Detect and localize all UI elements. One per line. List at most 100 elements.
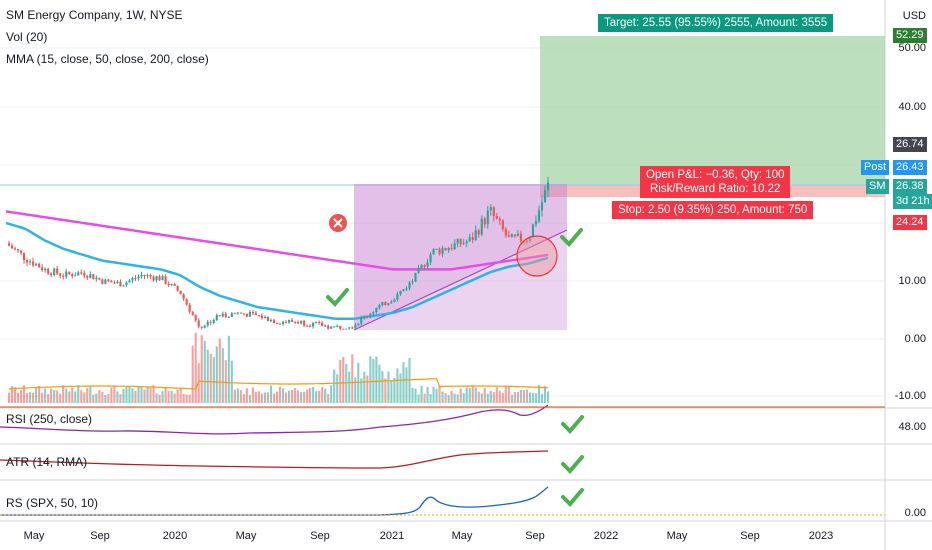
- candle: [510, 233, 513, 238]
- candle: [110, 279, 113, 283]
- highlight-circle[interactable]: [516, 235, 558, 277]
- candle: [423, 264, 426, 270]
- volume-bar: [254, 391, 257, 403]
- candle: [456, 238, 459, 248]
- candle: [245, 313, 248, 318]
- candle: [357, 322, 360, 327]
- candle: [462, 238, 465, 246]
- volume-bar: [263, 392, 267, 403]
- volume-legend[interactable]: Vol (20): [6, 30, 48, 44]
- pnl-label[interactable]: Open P&L: −0.36, Qty: 100 Risk/Reward Ra…: [640, 166, 791, 198]
- volume-bar: [444, 393, 447, 403]
- volume-bar: [399, 373, 402, 403]
- volume-bar: [393, 377, 396, 403]
- rsi-legend[interactable]: RSI (250, close): [6, 412, 93, 426]
- volume-bar: [513, 392, 516, 403]
- candle: [242, 313, 245, 316]
- volume-bar: [420, 385, 423, 403]
- stop-label[interactable]: Stop: 2.50 (9.35%) 250, Amount: 750: [612, 201, 814, 219]
- volume-bar: [510, 394, 513, 403]
- ascending-triangle[interactable]: [354, 184, 567, 330]
- volume-bar: [318, 390, 321, 403]
- volume-bar: [68, 391, 71, 403]
- rs-legend[interactable]: RS (SPX, 50, 10): [6, 496, 99, 510]
- volume-bar: [239, 390, 242, 403]
- candle: [339, 325, 342, 331]
- candle: [146, 273, 149, 279]
- candle: [164, 274, 167, 285]
- volume-bar: [215, 346, 218, 403]
- candle: [540, 195, 544, 217]
- candle: [306, 324, 309, 327]
- candle: [89, 271, 92, 279]
- volume-bar: [432, 386, 435, 403]
- price-tick: 40.00: [898, 101, 926, 113]
- volume-bar: [182, 393, 185, 403]
- candle: [287, 319, 291, 324]
- candle: [23, 252, 26, 264]
- volume-bar: [122, 388, 125, 403]
- volume-bar: [248, 394, 251, 403]
- candle: [227, 316, 230, 318]
- candle: [185, 298, 188, 306]
- candle: [16, 248, 20, 253]
- atr-legend[interactable]: ATR (14, RMA): [6, 455, 88, 469]
- time-tick: Sep: [90, 530, 110, 542]
- volume-bar: [312, 387, 315, 403]
- candle: [366, 315, 369, 319]
- check-icon: [326, 288, 349, 307]
- candle: [390, 300, 393, 304]
- candle: [278, 322, 282, 325]
- volume-bar: [537, 385, 541, 403]
- volume-bar: [426, 386, 429, 403]
- candle: [71, 272, 74, 279]
- candle: [176, 285, 179, 292]
- volume-bar: [363, 371, 366, 403]
- candle: [92, 274, 95, 280]
- volume-bar: [269, 385, 273, 403]
- volume-bar: [197, 363, 200, 403]
- candle: [399, 290, 402, 297]
- volume-bar: [221, 348, 224, 403]
- candle: [435, 248, 438, 250]
- volume-bar: [287, 390, 291, 403]
- high-price-badge: 26.74: [893, 137, 927, 152]
- rsi-line: [0, 404, 549, 435]
- target-label[interactable]: Target: 25.55 (95.55%) 2555, Amount: 355…: [598, 14, 834, 32]
- candle: [218, 314, 221, 317]
- candle: [32, 257, 35, 268]
- candle: [498, 216, 501, 226]
- candle: [104, 278, 107, 285]
- target-zone[interactable]: [540, 36, 885, 185]
- rsi-tick: 48.00: [898, 421, 926, 433]
- candle: [194, 314, 197, 322]
- volume-bar: [209, 353, 212, 403]
- volume-bar: [194, 332, 197, 403]
- volume-bar: [245, 388, 248, 403]
- volume-bar: [16, 392, 20, 403]
- candle: [230, 311, 233, 318]
- rs-tick: 0.00: [904, 507, 926, 519]
- candle: [309, 324, 312, 328]
- candle: [50, 272, 53, 278]
- candle: [269, 318, 273, 323]
- volume-bar: [294, 388, 297, 403]
- candle: [281, 320, 285, 326]
- candle: [38, 262, 41, 268]
- volume-bar: [266, 392, 270, 403]
- mma-legend[interactable]: MMA (15, close, 50, close, 200, close): [6, 52, 209, 66]
- candle: [143, 274, 146, 280]
- volume-bar: [471, 385, 474, 403]
- volume-bar: [492, 392, 495, 403]
- post-price-badge: 26.43: [893, 160, 927, 175]
- volume-bar: [474, 387, 477, 403]
- volume-bar: [507, 386, 510, 403]
- candle: [155, 275, 158, 283]
- candle: [119, 279, 122, 287]
- volume-bar: [477, 391, 480, 403]
- volume-bar: [152, 385, 155, 403]
- candle: [330, 326, 333, 329]
- last-price-badge: 26.38: [893, 179, 927, 194]
- volume-bar: [354, 377, 357, 403]
